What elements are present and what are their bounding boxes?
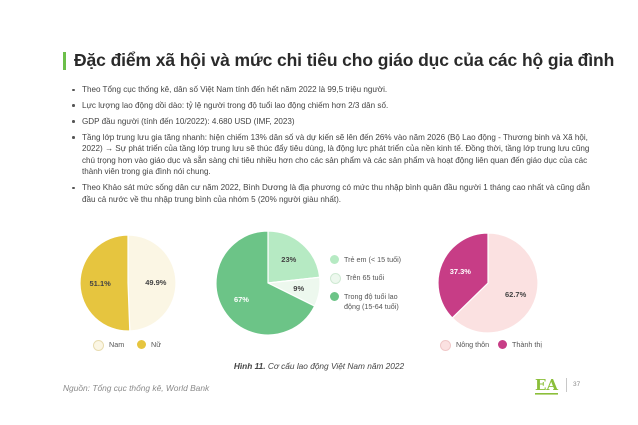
legend-label: Trẻ em (< 15 tuổi) (344, 255, 402, 264)
page-title: Đặc điểm xã hội và mức chi tiêu cho giáo… (74, 50, 615, 70)
legend-swatch (330, 292, 339, 301)
bullet-item: Theo Khảo sát mức sống dân cư năm 2022, … (72, 182, 600, 205)
legend-label: Nữ (151, 340, 162, 349)
legend-swatch (330, 273, 341, 284)
page-number: 37 (573, 381, 581, 388)
legend-item-nong-thon: Nông thôn (440, 340, 489, 351)
legend-item-lao-dong: Trong độ tuổi lao động (15-64 tuổi) (330, 292, 412, 311)
footer-divider (566, 378, 567, 392)
legend-label: Nam (109, 340, 125, 349)
pie-slice (437, 232, 489, 319)
legend-label: Trong độ tuổi lao động (15-64 tuổi) (344, 292, 399, 311)
legend-swatch (330, 255, 339, 264)
legend-swatch (440, 340, 451, 351)
legend-item-nam: Nam (93, 340, 124, 351)
ea-logo-icon: EA (535, 376, 558, 395)
pie-value-label: 23% (281, 255, 296, 264)
title-block: Đặc điểm xã hội và mức chi tiêu cho giáo… (63, 50, 614, 71)
pie-slice (267, 230, 321, 284)
pie-slice (79, 234, 131, 332)
legend-swatch (93, 340, 104, 351)
logo-underline (535, 393, 558, 395)
legend-item-tre-em: Trẻ em (< 15 tuổi) (330, 255, 401, 265)
pie-slice (215, 230, 316, 336)
pie-value-label: 9% (293, 284, 304, 293)
pie-value-label: 67% (234, 295, 249, 304)
pie-value-label: 37.3% (450, 267, 472, 276)
legend-label: Trên 65 tuổi (346, 273, 385, 282)
bullet-item: Tầng lớp trung lưu gia tăng nhanh: hiện … (72, 132, 600, 178)
legend-item-nu: Nữ (137, 340, 161, 350)
figure-caption: Hình 11. Cơ cấu lao động Việt Nam năm 20… (0, 361, 638, 371)
caption-label: Hình 11. (233, 361, 266, 371)
legend-label: Nông thôn (456, 340, 490, 349)
title-accent-bar (63, 51, 66, 70)
bullet-item: Theo Tổng cục thống kê, dân số Việt Nam … (72, 84, 600, 96)
bullet-list: Theo Tổng cục thống kê, dân số Việt Nam … (72, 84, 600, 210)
legend-swatch (498, 340, 507, 349)
legend-swatch (137, 340, 146, 349)
legend-item-thanh-thi: Thành thị (498, 340, 542, 350)
caption-text: Cơ cấu lao động Việt Nam năm 2022 (267, 361, 405, 371)
legend-label: Thành thị (512, 340, 542, 349)
bullet-item: Lực lượng lao động dồi dào: tỷ lệ người … (72, 100, 600, 112)
pie-value-label: 51.1% (90, 279, 112, 288)
pie-slice (451, 232, 539, 334)
logo-mark: EA (535, 376, 558, 394)
pie-value-label: 62.7% (505, 290, 527, 299)
pie-value-label: 49.9% (145, 278, 167, 287)
legend-item-tren-65: Trên 65 tuổi (330, 273, 384, 284)
bullet-item: GDP đầu người (tính đến 10/2022): 4.680 … (72, 116, 600, 128)
source-note: Nguồn: Tổng cục thống kê, World Bank (63, 383, 210, 393)
pie-slice (127, 234, 177, 332)
